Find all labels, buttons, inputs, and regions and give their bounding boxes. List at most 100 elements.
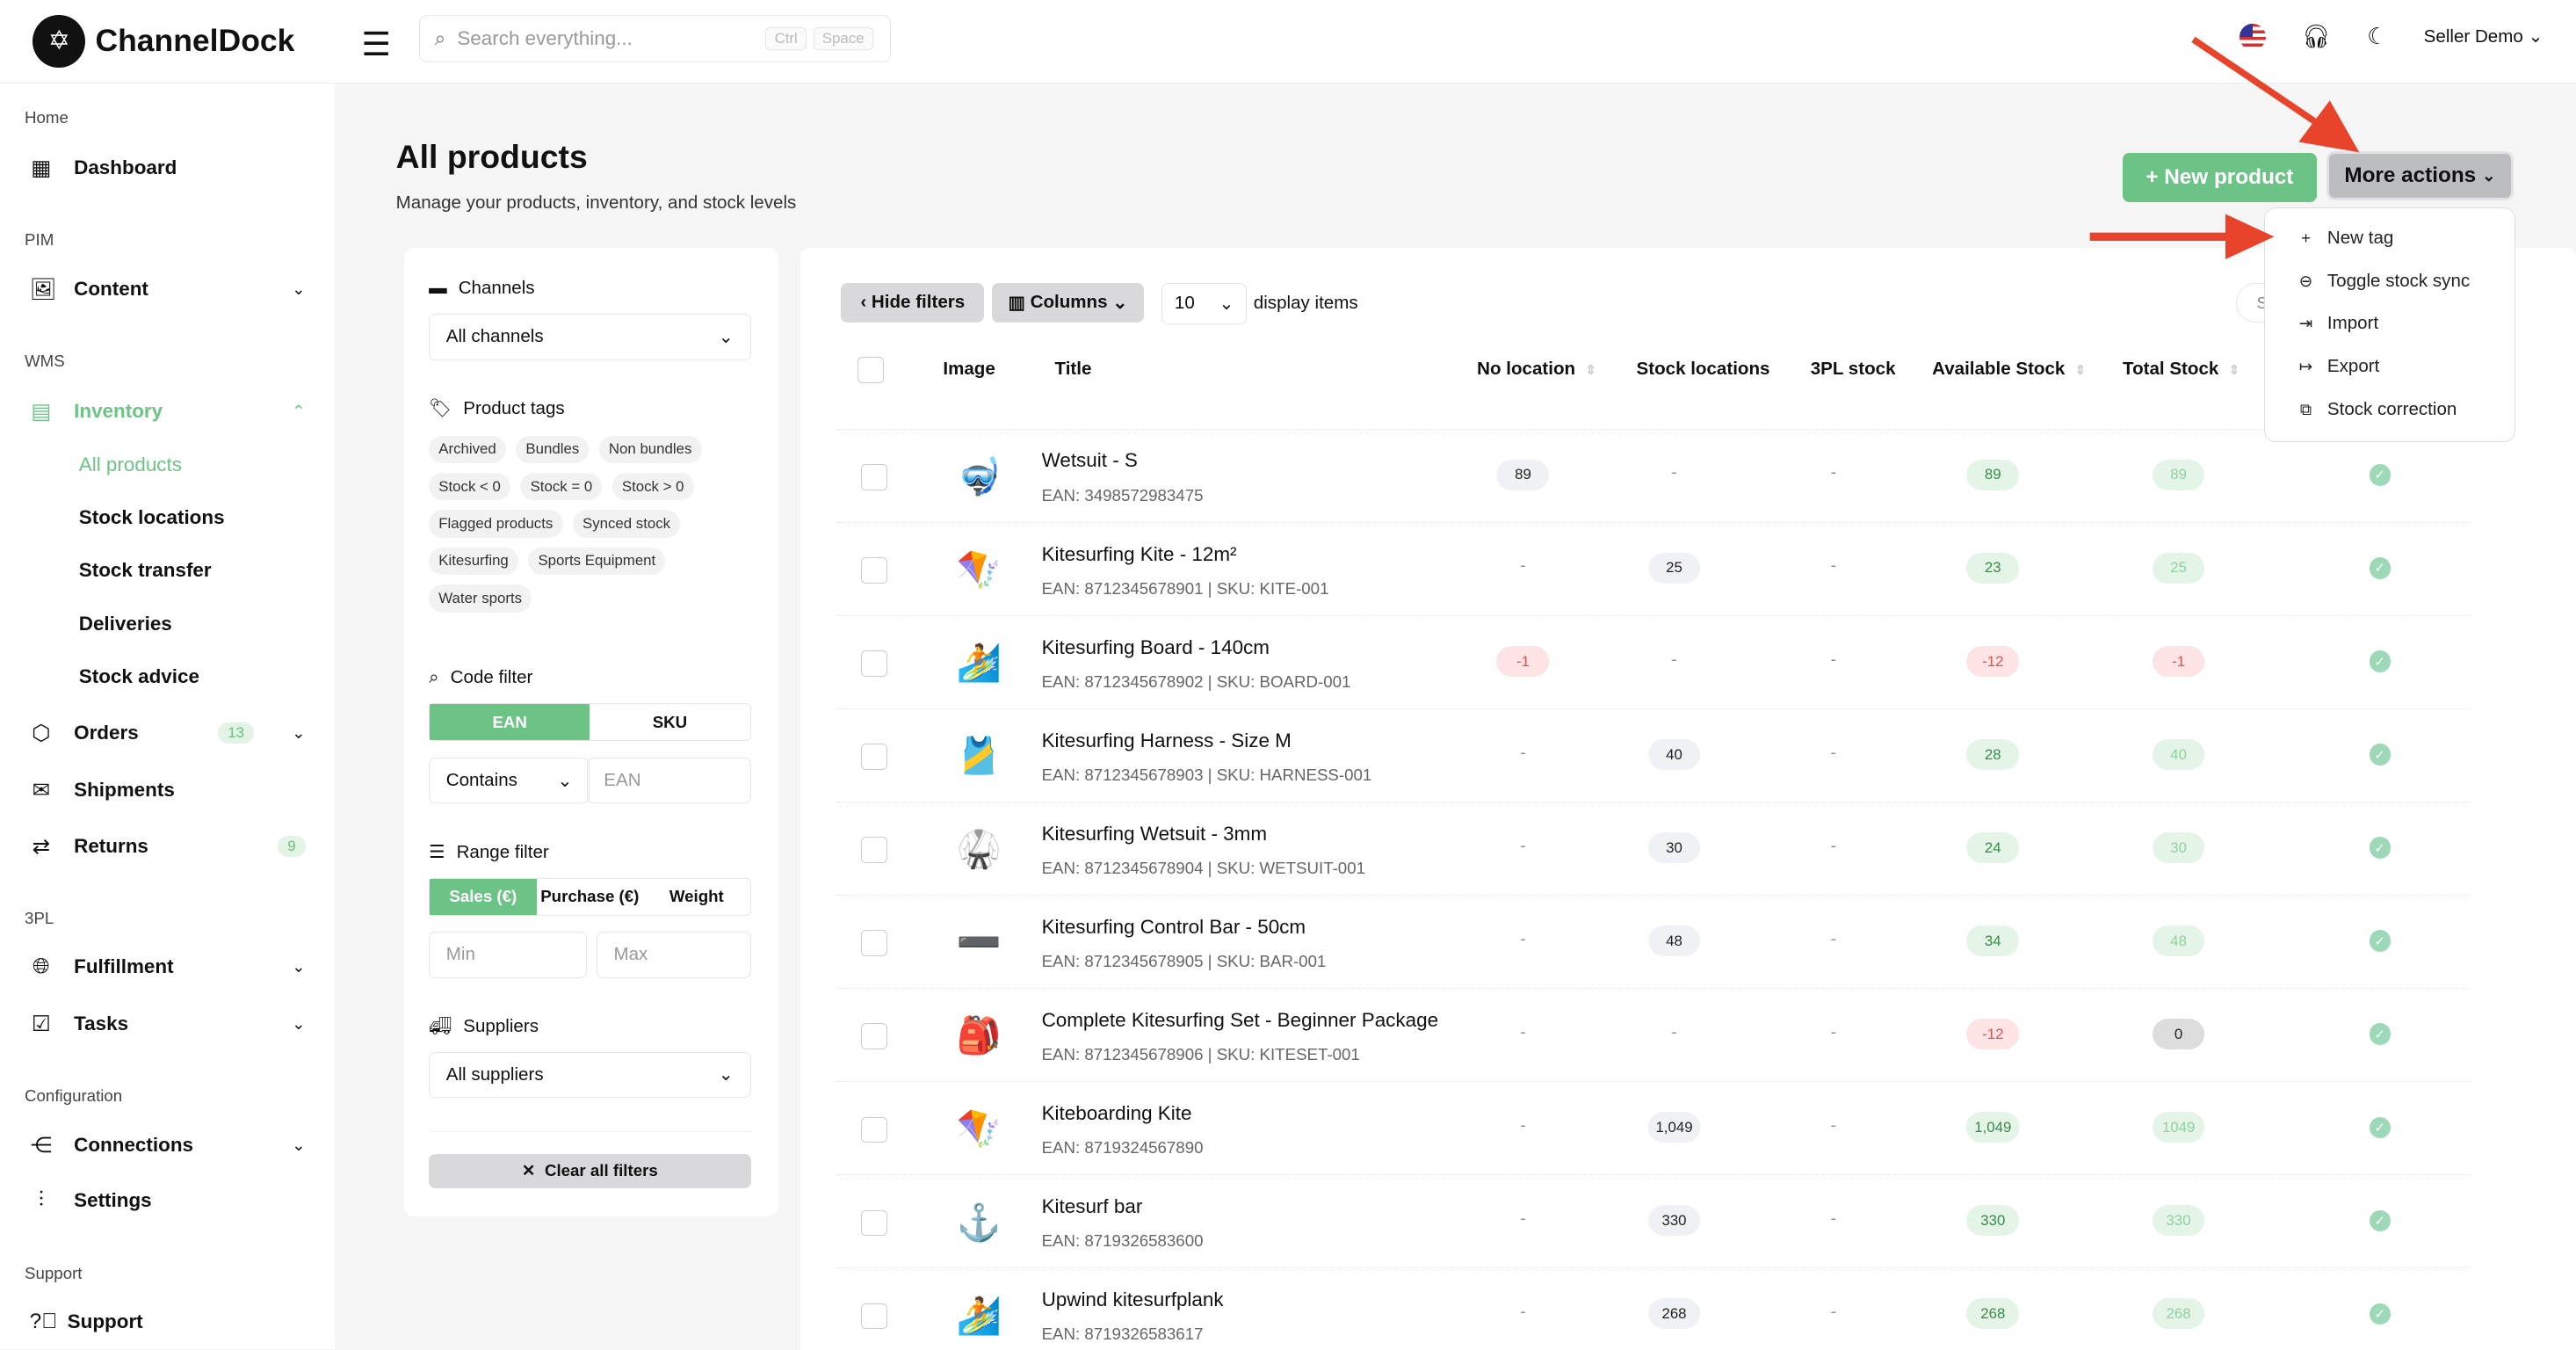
tpl-value: - (1830, 462, 1837, 482)
table-row[interactable]: 🏄 Upwind kitesurfplank EAN: 871932658361… (836, 1267, 2471, 1350)
row-checkbox[interactable] (860, 1303, 887, 1330)
range-weight-option[interactable]: Weight (669, 887, 724, 906)
sidebar-item-stock-transfer[interactable]: Stock transfer (78, 558, 212, 581)
per-page-select[interactable]: 10 ⌄ (1161, 282, 1248, 324)
product-title[interactable]: Kitesurfing Wetsuit - 3mm (1041, 822, 1268, 845)
sync-check-icon: ✓ (2369, 557, 2391, 579)
row-checkbox[interactable] (860, 930, 887, 957)
sidebar-item-stock-advice[interactable]: Stock advice (78, 665, 199, 688)
sidebar-item-orders[interactable]: ⬡ Orders 13 ⌄ (30, 720, 306, 746)
row-checkbox[interactable] (860, 837, 887, 864)
sidebar-item-stock-locations[interactable]: Stock locations (78, 505, 225, 528)
tag-filter-chip[interactable]: Bundles (516, 435, 590, 463)
new-product-button[interactable]: + New product (2123, 152, 2317, 202)
filters-panel: ▬ Channels All channels ⌄ 🏷︎ Product tags A… (404, 248, 779, 1216)
row-checkbox[interactable] (860, 650, 887, 678)
tag-filter-chip[interactable]: Archived (429, 435, 506, 463)
suppliers-select[interactable]: All suppliers ⌄ (429, 1051, 751, 1099)
table-row[interactable]: 🪁 Kiteboarding Kite EAN: 8719324567890 -… (836, 1081, 2471, 1174)
table-row[interactable]: 🤿 Wetsuit - S EAN: 3498572983475 89 - - 89 8… (836, 429, 2471, 522)
tag-filter-chip[interactable]: Flagged products (429, 510, 563, 538)
sidebar-item-fulfillment[interactable]: 🌐︎ Fulfillment ⌄ (30, 954, 306, 979)
logo[interactable]: ✡ ChannelDock (33, 14, 294, 68)
noloc-value: - (1520, 1208, 1526, 1227)
menu-item-toggle-stock-sync[interactable]: ⊖ Toggle stock sync (2298, 270, 2471, 291)
sidebar-item-settings[interactable]: ⫶ Settings (30, 1188, 306, 1213)
sidebar-item-dashboard[interactable]: ▦ Dashboard (31, 156, 177, 180)
sidebar-item-tasks[interactable]: ☑ Tasks ⌄ (30, 1011, 306, 1037)
us-flag-icon[interactable] (2239, 23, 2266, 50)
tag-filter-chip[interactable]: Stock > 0 (611, 472, 694, 501)
hide-filters-button[interactable]: ‹ Hide filters (841, 282, 985, 323)
table-row[interactable]: ⚓ Kitesurf bar EAN: 8719326583600 - 330 - 3… (836, 1174, 2471, 1267)
product-title[interactable]: Kitesurfing Harness - Size M (1041, 729, 1292, 751)
contains-select[interactable]: Contains ⌄ (429, 758, 590, 804)
row-checkbox[interactable] (860, 1209, 887, 1237)
channels-select[interactable]: All channels ⌄ (429, 314, 751, 360)
code-sku-option[interactable]: SKU (652, 712, 688, 731)
moon-icon[interactable]: ☾ (2367, 23, 2388, 50)
product-title[interactable]: Kitesurf bar (1041, 1194, 1143, 1217)
search-input[interactable]: ⌕ Search everything... Ctrl Space (418, 14, 891, 63)
row-checkbox[interactable] (860, 464, 887, 491)
tag-filter-chip[interactable]: Stock < 0 (429, 472, 511, 501)
table-row[interactable]: 🪁 Kitesurfing Kite - 12m² EAN: 871234567… (836, 522, 2471, 615)
headset-icon[interactable]: 🎧︎ (2301, 23, 2331, 50)
product-code: EAN: 8712345678901 | SKU: KITE-001 (1041, 578, 1329, 598)
table-row[interactable]: 🎽 Kitesurfing Harness - Size M EAN: 8712… (836, 708, 2471, 802)
row-checkbox[interactable] (860, 557, 887, 584)
sidebar-item-all-products[interactable]: All products (78, 454, 182, 476)
tag-filter-chip[interactable]: Water sports (429, 584, 532, 613)
product-title[interactable]: Kiteboarding Kite (1041, 1101, 1192, 1124)
sync-check-icon: ✓ (2369, 744, 2391, 766)
table-row[interactable]: 🥋 Kitesurfing Wetsuit - 3mm EAN: 8712345… (836, 802, 2471, 895)
header-total-stock[interactable]: Total Stock ⇕ (2123, 358, 2240, 379)
sidebar-item-connections[interactable]: ⋲ Connections ⌄ (30, 1134, 306, 1158)
sidebar-item-deliveries[interactable]: Deliveries (78, 613, 172, 635)
mail-icon: ✉ (32, 779, 50, 803)
header-no-location[interactable]: No location ⇕ (1477, 358, 1596, 379)
product-title[interactable]: Upwind kitesurfplank (1041, 1288, 1224, 1310)
range-sales-option[interactable]: Sales (€) (430, 878, 537, 915)
select-all-checkbox[interactable] (857, 356, 885, 383)
product-title[interactable]: Complete Kitesurfing Set - Beginner Pack… (1041, 1008, 1439, 1031)
total-badge: 25 (2152, 552, 2205, 584)
row-checkbox[interactable] (860, 744, 887, 771)
header-available-stock[interactable]: Available Stock ⇕ (1932, 358, 2087, 379)
menu-item-import[interactable]: ⇥ Import (2298, 313, 2379, 334)
tag-filter-chip[interactable]: Sports Equipment (528, 547, 666, 576)
tag-filter-chip[interactable]: Synced stock (572, 510, 681, 538)
max-input[interactable]: Max (596, 932, 751, 978)
tag-filter-chip[interactable]: Non bundles (598, 435, 702, 463)
table-row[interactable]: 🏄 Kitesurfing Board - 140cm EAN: 8712345… (836, 615, 2471, 708)
menu-toggle-icon[interactable]: ☰ (361, 25, 391, 63)
tag-filter-chip[interactable]: Kitesurfing (429, 547, 519, 576)
product-title[interactable]: Kitesurfing Control Bar - 50cm (1041, 915, 1306, 938)
product-title[interactable]: Kitesurfing Kite - 12m² (1041, 542, 1237, 565)
menu-item-stock-correction[interactable]: ⧉ Stock correction (2297, 399, 2457, 420)
product-title[interactable]: Kitesurfing Board - 140cm (1041, 635, 1270, 658)
table-row[interactable]: 🎒 Complete Kitesurfing Set - Beginner Pa… (836, 988, 2471, 1081)
row-checkbox[interactable] (860, 1023, 887, 1050)
row-checkbox[interactable] (860, 1116, 887, 1143)
columns-button[interactable]: ▥ Columns ⌄ (992, 282, 1144, 323)
sidebar-item-shipments[interactable]: ✉ Shipments (30, 777, 306, 803)
menu-item-new-tag[interactable]: + New tag (2297, 228, 2393, 249)
min-input[interactable]: Min (429, 932, 587, 978)
product-title[interactable]: Wetsuit - S (1041, 449, 1138, 472)
user-menu[interactable]: Seller Demo ⌄ (2423, 26, 2543, 47)
avail-badge: 1,049 (1965, 1111, 2020, 1143)
sidebar-item-content[interactable]: 🖼︎ Content ⌄ (29, 278, 306, 302)
sidebar-item-returns[interactable]: ⇄ Returns 9 (30, 833, 306, 860)
sidebar-item-support[interactable]: ?⃝ Support (29, 1310, 143, 1334)
code-ean-option[interactable]: EAN (430, 704, 590, 741)
menu-item-export[interactable]: ↦ Export (2298, 355, 2380, 376)
more-actions-button[interactable]: More actions ⌄ (2326, 151, 2514, 201)
sidebar-item-inventory[interactable]: ▤ Inventory ⌃ (31, 399, 306, 424)
locs-value: - (1671, 462, 1677, 482)
range-purchase-option[interactable]: Purchase (€) (540, 887, 640, 906)
clear-filters-button[interactable]: ✕ Clear all filters (429, 1153, 751, 1188)
tag-filter-chip[interactable]: Stock = 0 (520, 472, 603, 501)
table-row[interactable]: ➖ Kitesurfing Control Bar - 50cm EAN: 87… (836, 895, 2471, 988)
code-input[interactable]: EAN (586, 758, 751, 804)
